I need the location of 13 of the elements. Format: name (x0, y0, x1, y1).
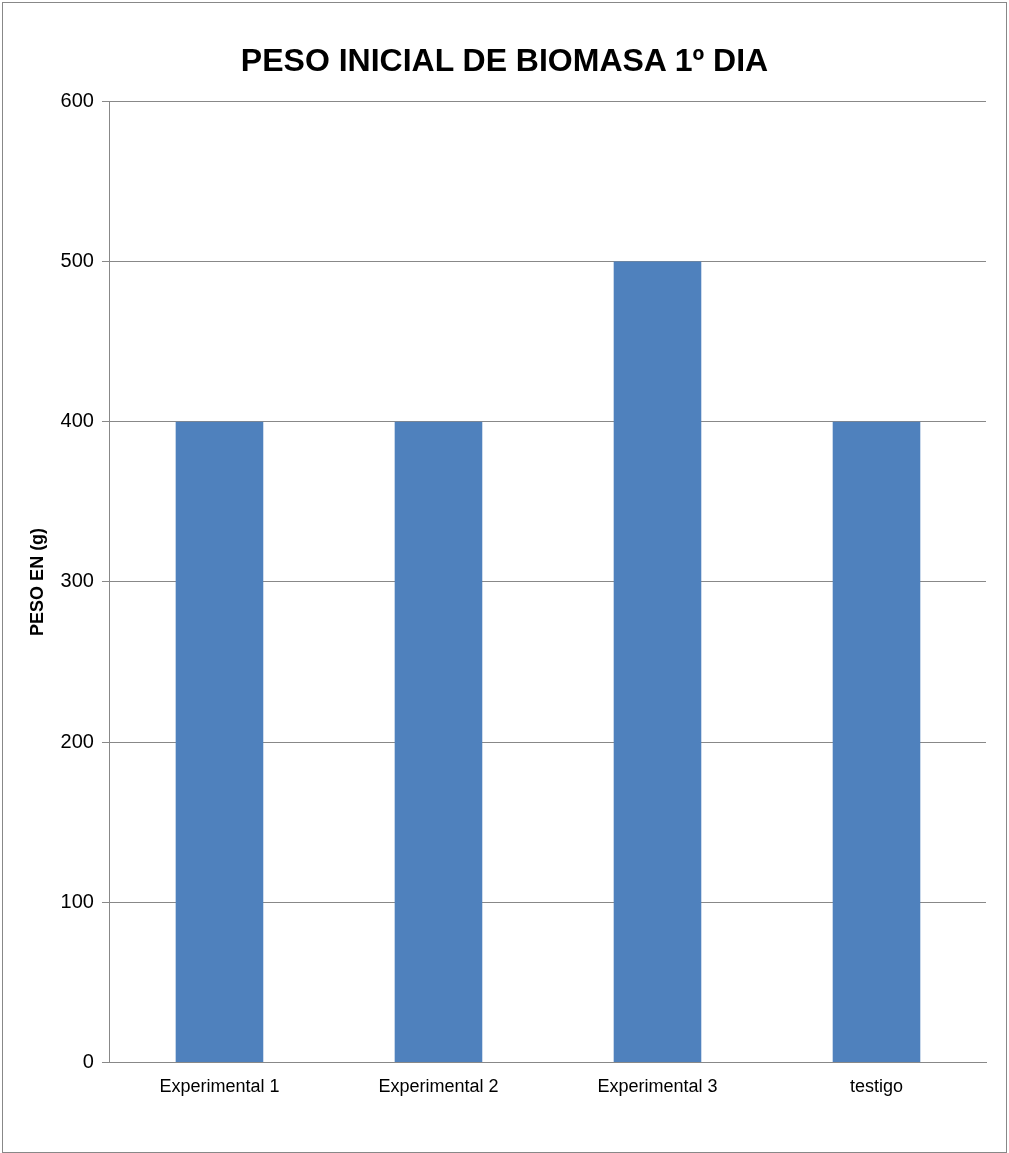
x-tick-label: Experimental 1 (159, 1076, 280, 1097)
x-tick-label: Experimental 2 (378, 1076, 499, 1097)
x-tick-label: testigo (849, 1076, 904, 1097)
y-tick-label: 200 (60, 729, 94, 752)
chart-title: PESO INICIAL DE BIOMASA 1º DIA (240, 42, 769, 79)
y-tick-label: 600 (60, 88, 94, 111)
y-tick-label: 0 (82, 1049, 94, 1072)
y-tick-label: 500 (60, 249, 94, 272)
x-tick-label: Experimental 3 (597, 1076, 718, 1097)
y-axis-title: PESO EN (g) (26, 527, 47, 636)
y-tick-label: 400 (60, 409, 94, 432)
y-tick-label: 300 (60, 569, 94, 592)
y-tick-label: 100 (60, 889, 94, 912)
